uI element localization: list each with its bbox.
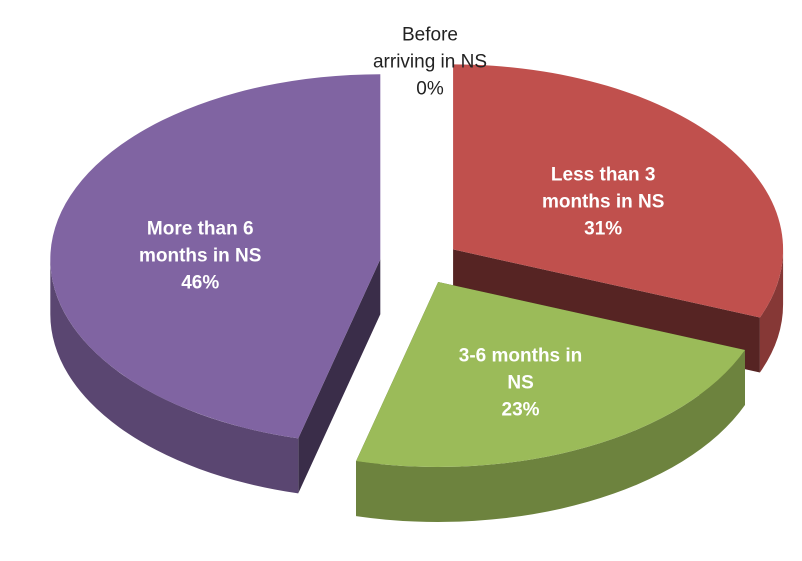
category-label: Less than 3 months in NS xyxy=(541,164,665,213)
data-label: Before arriving in NS 0% xyxy=(370,22,490,103)
value-label: 31% xyxy=(584,218,623,240)
data-label: Less than 3 months in NS 31% xyxy=(528,162,678,243)
value-label: 46% xyxy=(181,272,220,294)
slice xyxy=(50,74,381,494)
data-label: More than 6 months in NS 46% xyxy=(125,216,275,297)
slice-top xyxy=(356,281,745,467)
slice-top xyxy=(453,64,784,318)
slice-wall xyxy=(298,259,381,494)
slice-side xyxy=(759,249,784,373)
slice-side xyxy=(356,350,745,522)
category-label: More than 6 months in NS xyxy=(139,218,262,267)
category-label: Before arriving in NS xyxy=(372,24,488,73)
data-label: 3-6 months in NS 23% xyxy=(446,342,596,423)
slice-side xyxy=(50,259,299,494)
value-label: 23% xyxy=(501,399,540,421)
category-label: 3-6 months in NS xyxy=(458,345,583,394)
value-label: 0% xyxy=(416,78,444,100)
slice xyxy=(356,281,745,522)
slice-top xyxy=(50,74,381,439)
